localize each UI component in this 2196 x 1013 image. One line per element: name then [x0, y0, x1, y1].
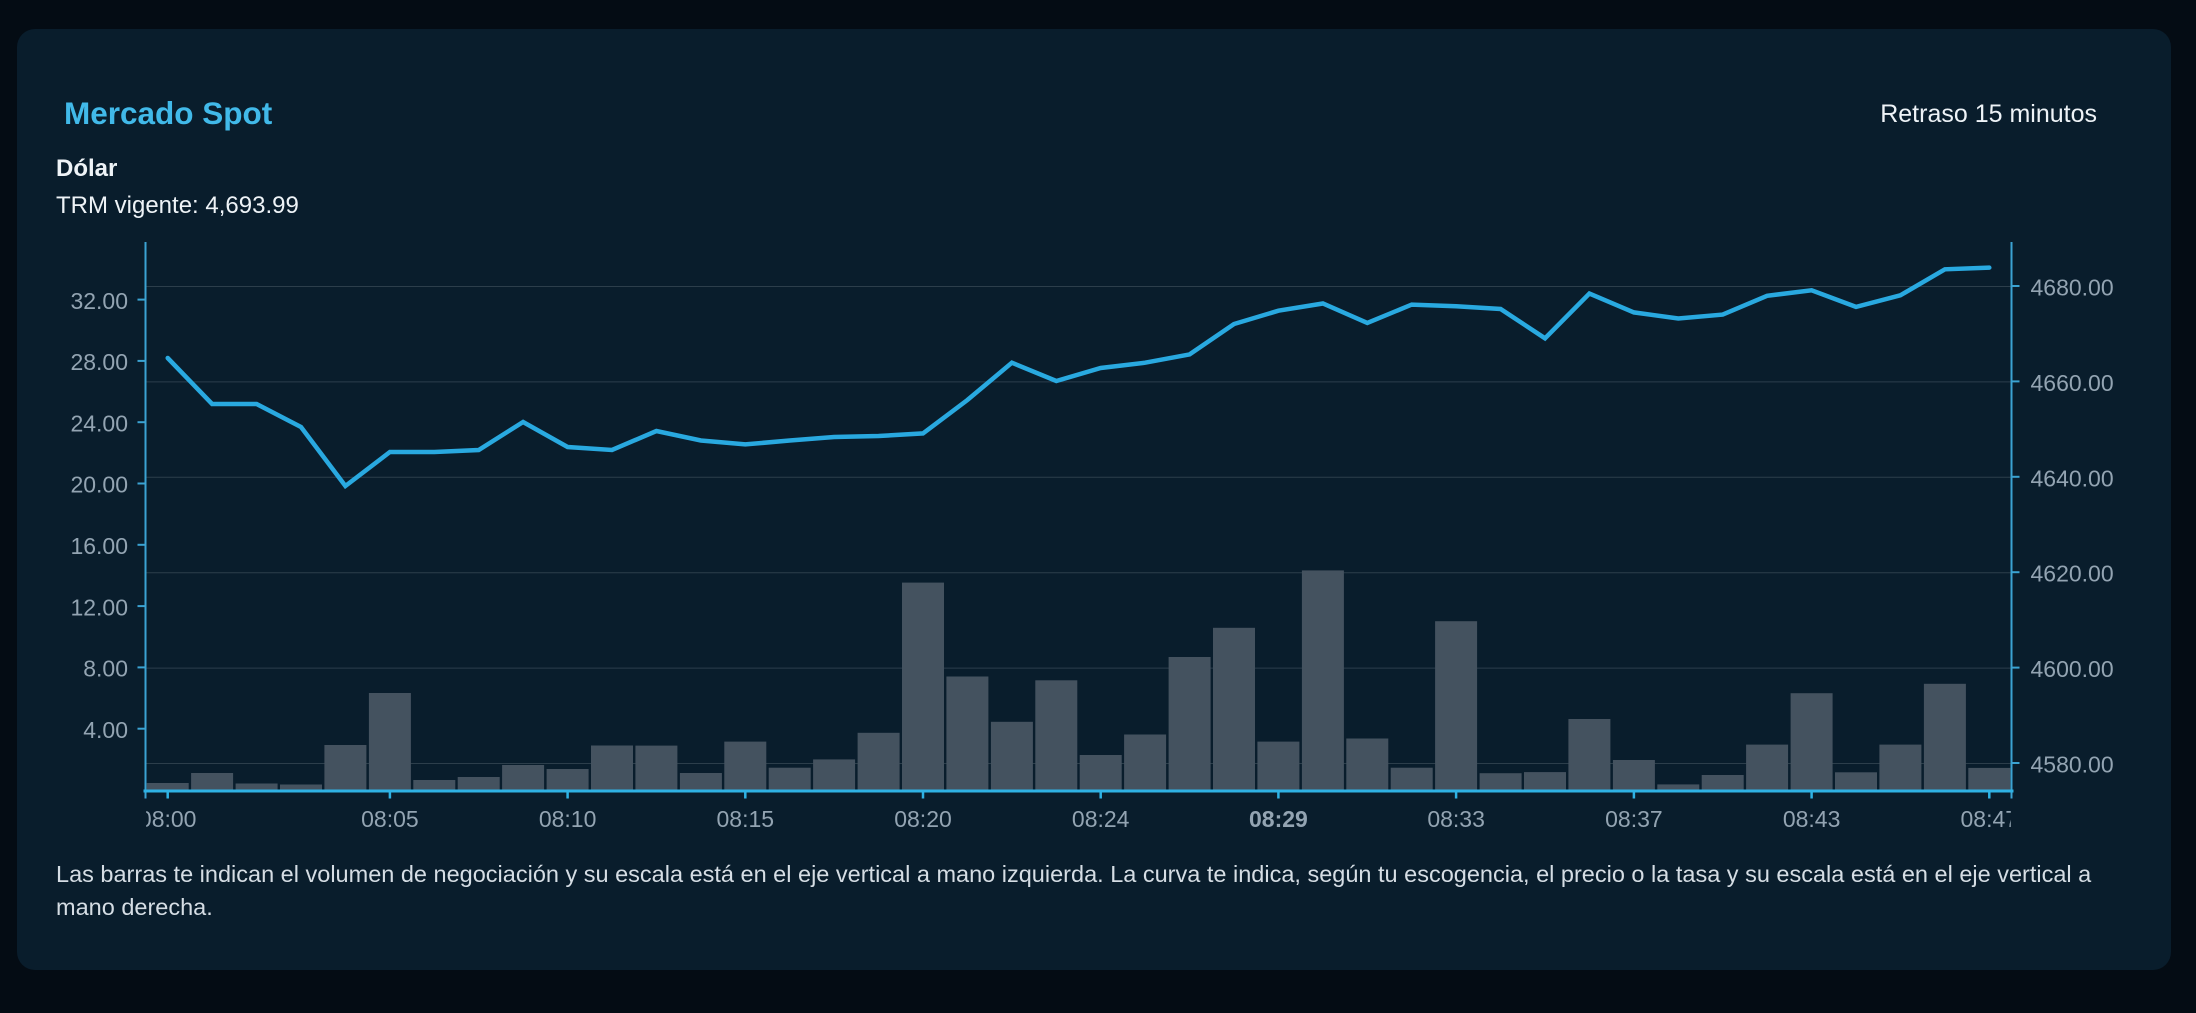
svg-text:08:10: 08:10: [539, 806, 597, 832]
svg-text:08:47: 08:47: [1961, 806, 2019, 832]
svg-text:12.00: 12.00: [70, 594, 128, 620]
svg-text:08:33: 08:33: [1427, 806, 1485, 832]
svg-text:32.00: 32.00: [70, 288, 128, 314]
svg-text:28.00: 28.00: [70, 349, 128, 375]
svg-text:8.00: 8.00: [83, 656, 128, 682]
svg-text:4580.00: 4580.00: [2031, 752, 2114, 778]
svg-text:16.00: 16.00: [70, 533, 128, 559]
svg-text:4620.00: 4620.00: [2031, 561, 2114, 587]
svg-text:08:05: 08:05: [361, 806, 419, 832]
svg-text:08:24: 08:24: [1072, 806, 1130, 832]
svg-text:4.00: 4.00: [83, 717, 128, 743]
svg-text:08:43: 08:43: [1783, 806, 1841, 832]
svg-text:08:15: 08:15: [717, 806, 775, 832]
svg-text:08:20: 08:20: [894, 806, 952, 832]
svg-text:08:29: 08:29: [1249, 806, 1308, 832]
svg-text:08:00: 08:00: [139, 806, 197, 832]
svg-text:4600.00: 4600.00: [2031, 656, 2114, 682]
svg-text:4660.00: 4660.00: [2031, 370, 2114, 396]
svg-text:4680.00: 4680.00: [2031, 275, 2114, 301]
svg-text:08:37: 08:37: [1605, 806, 1663, 832]
svg-text:20.00: 20.00: [70, 472, 128, 498]
svg-text:24.00: 24.00: [70, 410, 128, 436]
svg-text:4640.00: 4640.00: [2031, 465, 2114, 491]
